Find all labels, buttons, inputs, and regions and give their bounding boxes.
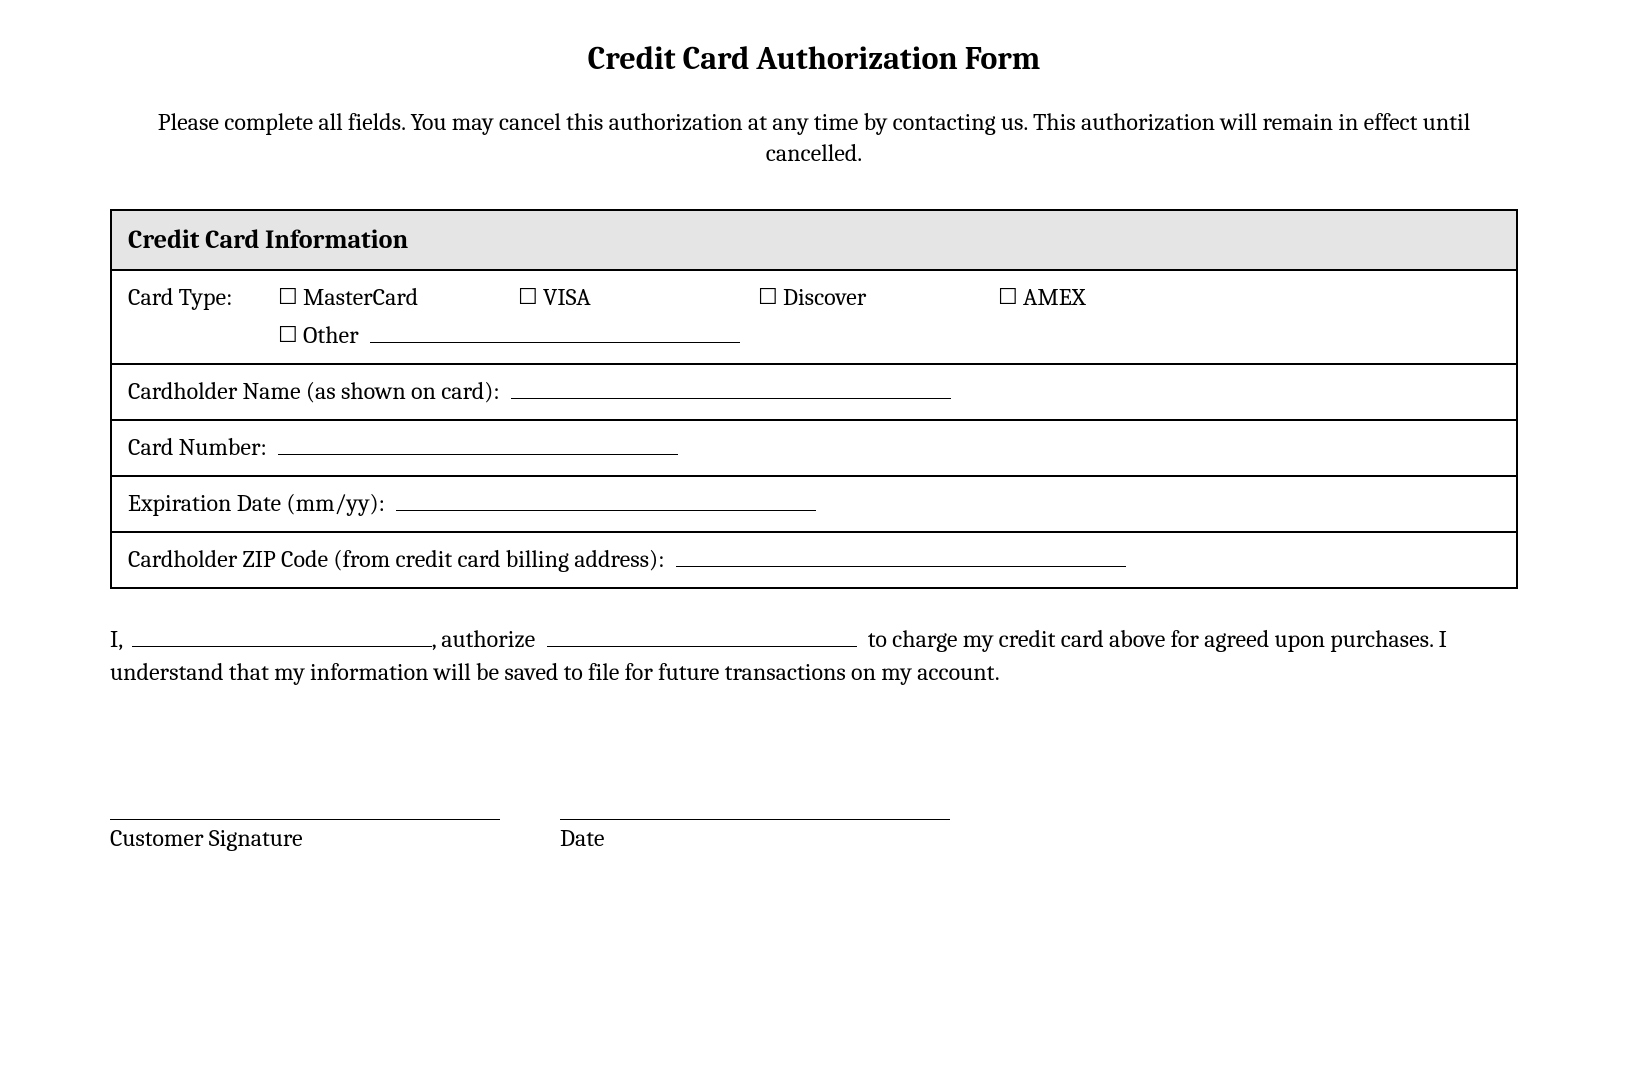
zip-line[interactable] — [676, 566, 1126, 567]
intro-text: Please complete all fields. You may canc… — [150, 107, 1478, 169]
section-header: Credit Card Information — [111, 210, 1517, 270]
auth-name-line[interactable] — [132, 646, 432, 647]
checkbox-icon: ☐ — [278, 284, 298, 310]
auth-merchant-line[interactable] — [547, 646, 857, 647]
customer-signature-block: Customer Signature — [110, 818, 500, 852]
option-label: Other — [303, 321, 359, 349]
option-mastercard[interactable]: ☐ MasterCard — [278, 283, 518, 311]
cardholder-name-line[interactable] — [511, 398, 951, 399]
expiration-row: Expiration Date (mm/yy): — [111, 476, 1517, 532]
auth-prefix: I, — [110, 625, 122, 653]
customer-signature-label: Customer Signature — [110, 824, 500, 852]
cardholder-name-row: Cardholder Name (as shown on card): — [111, 364, 1517, 420]
card-number-line[interactable] — [278, 454, 678, 455]
auth-mid2: to charge my credit card above for agree… — [110, 625, 1447, 685]
date-block: Date — [560, 818, 950, 852]
form-page: Credit Card Authorization Form Please co… — [0, 0, 1628, 1084]
expiration-label: Expiration Date (mm/yy): — [128, 489, 385, 517]
authorization-text: I, , authorize to charge my credit card … — [110, 623, 1518, 688]
option-amex[interactable]: ☐ AMEX — [998, 283, 1238, 311]
zip-label: Cardholder ZIP Code (from credit card bi… — [128, 545, 664, 573]
expiration-line[interactable] — [396, 510, 816, 511]
checkbox-icon: ☐ — [758, 284, 778, 310]
option-label: VISA — [543, 283, 591, 311]
option-other[interactable]: ☐ Other — [278, 321, 998, 349]
option-visa[interactable]: ☐ VISA — [518, 283, 758, 311]
card-type-label: Card Type: — [128, 283, 278, 311]
checkbox-icon: ☐ — [998, 284, 1018, 310]
card-type-row: Card Type: ☐ MasterCard ☐ VISA ☐ Discove… — [111, 270, 1517, 364]
card-number-label: Card Number: — [128, 433, 267, 461]
cardholder-name-label: Cardholder Name (as shown on card): — [128, 377, 499, 405]
checkbox-icon: ☐ — [518, 284, 538, 310]
option-discover[interactable]: ☐ Discover — [758, 283, 998, 311]
customer-signature-line[interactable] — [110, 818, 500, 820]
form-title: Credit Card Authorization Form — [110, 40, 1518, 77]
date-label: Date — [560, 824, 950, 852]
option-label: AMEX — [1023, 283, 1085, 311]
other-fill-line[interactable] — [370, 342, 740, 343]
option-label: Discover — [783, 283, 866, 311]
card-number-row: Card Number: — [111, 420, 1517, 476]
date-line[interactable] — [560, 818, 950, 820]
credit-card-info-table: Credit Card Information Card Type: ☐ Mas… — [110, 209, 1518, 589]
signature-section: Customer Signature Date — [110, 818, 1518, 852]
checkbox-icon: ☐ — [278, 322, 298, 348]
option-label: MasterCard — [303, 283, 418, 311]
auth-mid1: , authorize — [432, 625, 536, 653]
zip-row: Cardholder ZIP Code (from credit card bi… — [111, 532, 1517, 588]
